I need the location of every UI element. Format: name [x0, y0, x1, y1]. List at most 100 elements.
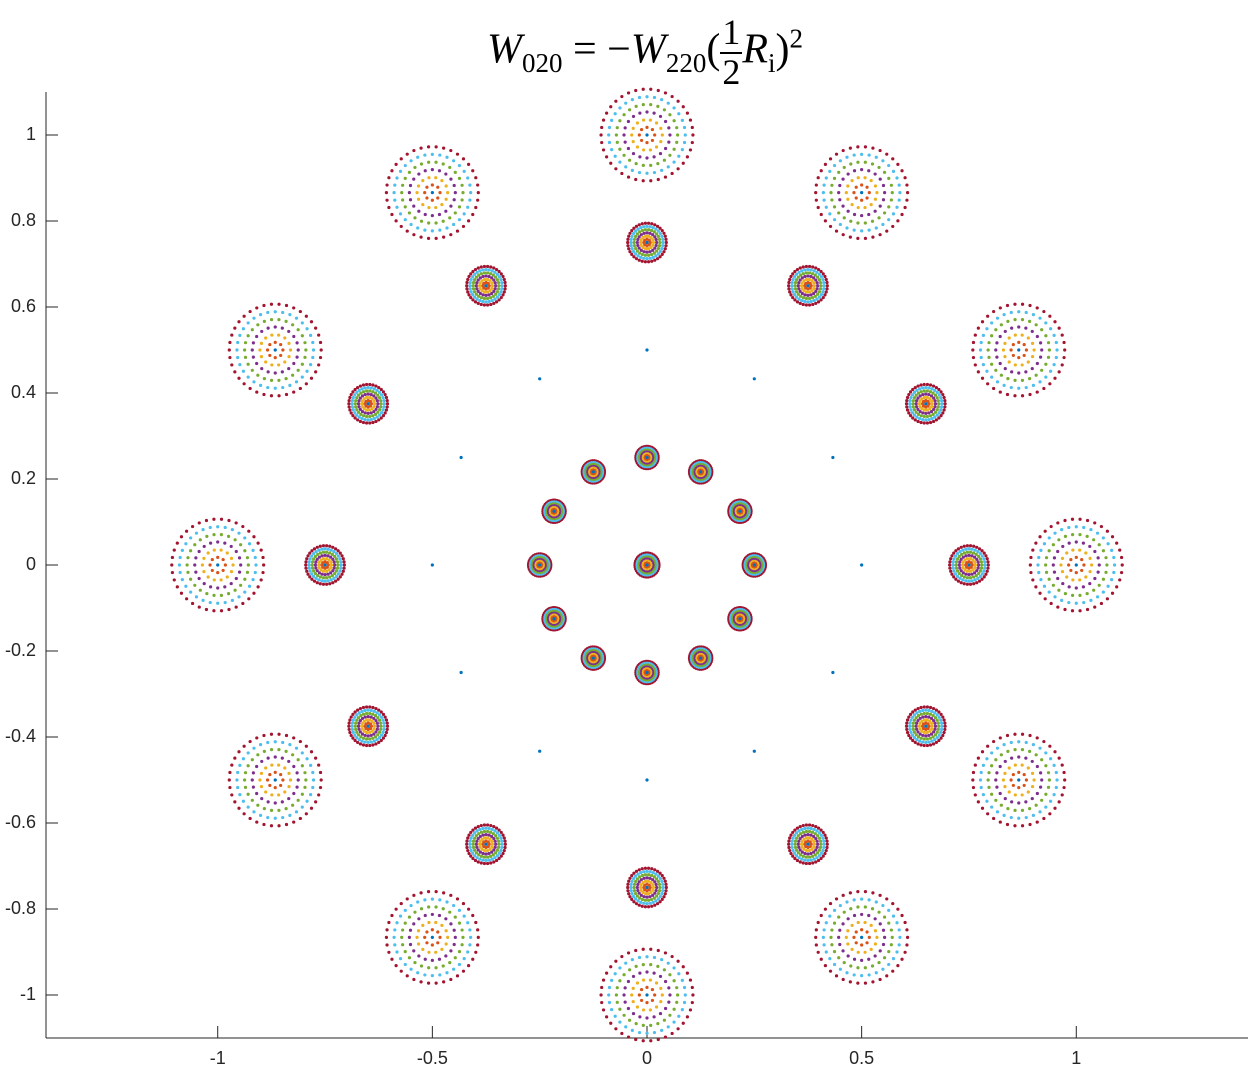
spot-dot — [475, 845, 479, 849]
spot-dot — [416, 184, 421, 188]
spot-dot — [287, 341, 291, 345]
spot-dot — [383, 715, 387, 719]
spot-dot — [787, 284, 791, 288]
spot-dot — [453, 915, 457, 919]
spot-dot — [628, 876, 632, 880]
spot-dot — [494, 842, 498, 846]
spot-dot — [811, 823, 815, 828]
spot-dot — [358, 419, 363, 424]
spot-dot — [259, 578, 263, 582]
spot-dot — [350, 721, 354, 725]
spot — [430, 563, 434, 567]
spot — [227, 302, 323, 398]
spot-dot — [971, 348, 975, 352]
spot-dot — [664, 885, 668, 890]
spot-dot — [281, 815, 285, 820]
spot-dot — [492, 301, 496, 306]
spot-dot — [645, 993, 649, 997]
spot-dot — [1120, 563, 1124, 567]
spot-dot — [666, 1025, 670, 1029]
spot-dot — [890, 191, 894, 195]
spot-dot — [641, 245, 645, 250]
spot-dot — [246, 321, 250, 325]
spot-dot — [356, 402, 361, 406]
spot-dot — [800, 827, 804, 832]
spot-dot — [844, 191, 848, 195]
spot-dot — [668, 153, 672, 157]
spot-dot — [360, 399, 364, 403]
spot-dot — [216, 586, 220, 590]
spot-dot — [481, 851, 485, 856]
spot-dot — [817, 272, 821, 276]
spot-dot — [484, 858, 488, 862]
spot-dot — [657, 888, 662, 893]
spot-dot — [959, 581, 963, 585]
spot-dot — [640, 904, 644, 908]
spot-dot — [797, 829, 801, 833]
spot-dot — [636, 899, 640, 903]
spot-dot — [999, 373, 1003, 377]
spot-dot — [315, 557, 319, 561]
spot-dot — [965, 544, 969, 548]
spot — [541, 498, 567, 524]
spot-dot — [806, 300, 810, 304]
spot-dot — [250, 348, 254, 352]
spot-dot — [823, 162, 827, 167]
spot-dot — [804, 836, 809, 840]
spot-dot — [256, 323, 260, 327]
spot-dot — [501, 293, 505, 297]
spot-dot — [242, 382, 246, 386]
spot-dot — [212, 517, 216, 521]
spot-dot — [467, 219, 471, 223]
spot-dot — [870, 219, 875, 223]
spot-dot — [660, 892, 664, 896]
spot-dot — [499, 836, 503, 840]
spot-dot — [1024, 370, 1028, 374]
spot-dot — [640, 897, 645, 902]
spot-dot — [305, 369, 309, 373]
spot-dot — [919, 743, 923, 747]
spot-dot — [252, 535, 256, 539]
spot-dot — [314, 560, 318, 564]
spot-dot — [823, 851, 827, 856]
spot-dot — [475, 270, 479, 274]
spot-dot — [645, 1016, 649, 1020]
spot-dot — [444, 184, 448, 188]
spot-dot — [656, 252, 660, 256]
spot-dot — [468, 842, 472, 846]
spot-dot — [425, 941, 429, 945]
spot-dot — [662, 108, 666, 112]
spot-dot — [355, 408, 359, 412]
spot-dot — [468, 845, 472, 850]
spot-dot — [1013, 333, 1017, 337]
spot-dot — [453, 211, 457, 215]
spot-dot — [466, 836, 470, 840]
spot-dot — [1118, 578, 1122, 582]
spot-dot — [658, 876, 662, 881]
spot-dot — [376, 402, 380, 406]
spot-dot — [327, 568, 331, 572]
spot-dot — [440, 179, 444, 183]
chart-title: W020 = −W220(1 2 Ri)2 — [0, 13, 1250, 92]
spot-dot — [643, 873, 648, 877]
spot-dot — [927, 715, 931, 719]
spot-dot — [452, 159, 456, 163]
spot-dot — [653, 903, 657, 907]
spot-dot — [335, 566, 340, 570]
spot-dot — [620, 1031, 624, 1036]
spot-dot — [962, 551, 966, 555]
spot-dot — [321, 582, 326, 586]
spot-dot — [655, 902, 660, 906]
spot-dot — [413, 165, 417, 170]
spot-dot — [448, 960, 452, 965]
spot-dot — [699, 656, 703, 660]
spot-dot — [605, 155, 609, 159]
spot-dot — [641, 1008, 646, 1012]
spot-dot — [385, 183, 389, 187]
spot-dot — [798, 860, 802, 864]
spot-dot — [930, 417, 934, 421]
spot-dot — [467, 274, 471, 279]
spot-dot — [690, 125, 694, 130]
spot-dot — [1042, 386, 1046, 391]
spot-dot — [368, 743, 372, 748]
